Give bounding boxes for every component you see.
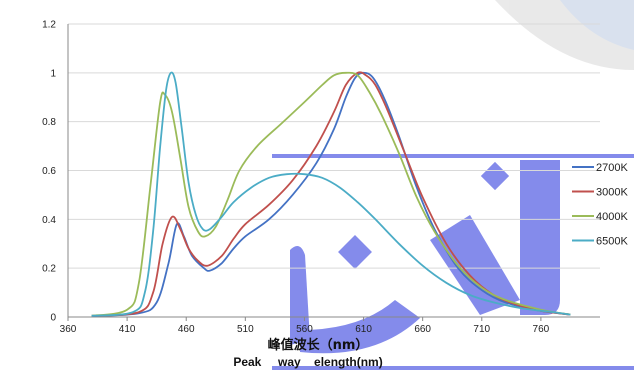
x-axis-title-english: Peak way elength(nm) xyxy=(233,355,382,369)
legend-label: 4000K xyxy=(596,211,628,223)
x-tick-label: 510 xyxy=(237,324,254,335)
y-tick-label: 0.6 xyxy=(42,166,56,177)
x-tick-label: 760 xyxy=(533,324,550,335)
x-tick-label: 560 xyxy=(296,324,313,335)
watermark-diamond-1 xyxy=(338,235,372,269)
x-tick-label: 360 xyxy=(60,324,77,335)
legend-label: 2700K xyxy=(596,162,628,174)
x-tick-label: 660 xyxy=(414,324,431,335)
watermark-bar-top xyxy=(272,154,634,158)
y-tick-label: 0.2 xyxy=(42,264,56,275)
watermark-logo xyxy=(272,0,634,370)
legend: 2700K 3000K 4000K 6500K xyxy=(572,162,628,248)
y-tick-label: 1.2 xyxy=(42,20,56,31)
x-tick-label: 710 xyxy=(473,324,490,335)
y-tick-label: 0.8 xyxy=(42,117,56,128)
y-tick-label: 0 xyxy=(50,313,56,324)
watermark-glyph-1 xyxy=(520,160,560,315)
y-tick-label: 0.4 xyxy=(42,215,56,226)
legend-label: 3000K xyxy=(596,187,628,199)
x-tick-label: 610 xyxy=(355,324,372,335)
x-tick-label: 410 xyxy=(119,324,136,335)
x-axis-title: 峰值波长（nm） xyxy=(268,337,369,353)
y-tick-label: 1 xyxy=(50,68,56,79)
watermark-diamond-2 xyxy=(481,162,509,190)
legend-label: 6500K xyxy=(596,236,628,248)
x-tick-label: 460 xyxy=(178,324,195,335)
